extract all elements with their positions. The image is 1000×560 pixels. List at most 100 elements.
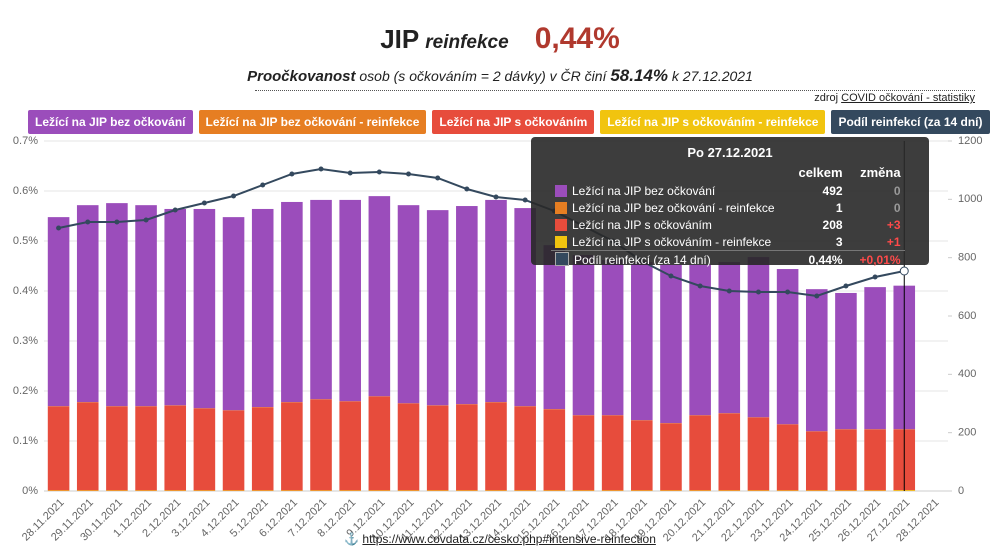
line-point: [899, 266, 909, 276]
line-point: [289, 171, 295, 177]
y-tick-label: 0.4%: [13, 285, 38, 297]
tooltip-total: 1: [835, 200, 843, 215]
bar: [193, 408, 216, 491]
bar: [864, 287, 886, 430]
line-point: [143, 217, 149, 223]
header: JIP reinfekce 0,44%: [0, 22, 1000, 56]
bar: [864, 429, 886, 491]
y2-tick-label: 600: [958, 310, 976, 322]
line-point: [697, 283, 703, 289]
legend-item[interactable]: Ležící na JIP s očkováním - reinfekce: [600, 110, 826, 134]
y2-tick-label: 0: [958, 485, 964, 497]
bar: [106, 203, 128, 407]
tooltip: Po 27.12.2021 celkem změna Ležící na JIP …: [531, 137, 929, 267]
bar: [514, 406, 536, 491]
bar: [572, 490, 595, 491]
bar: [281, 201, 303, 403]
bar: [835, 490, 857, 491]
tooltip-header: celkem: [798, 165, 843, 180]
bar: [485, 199, 507, 403]
bar: [164, 208, 187, 406]
line-point: [114, 219, 120, 225]
bar: [106, 406, 128, 491]
bar: [572, 255, 595, 416]
bar: [76, 490, 99, 491]
bar: [456, 490, 478, 491]
divider: [255, 90, 975, 91]
tooltip-change: +3: [886, 217, 901, 232]
y2-tick-label: 800: [958, 252, 976, 264]
tooltip-label: Ležící na JIP s očkováním: [572, 217, 712, 232]
bar: [805, 490, 828, 491]
bar: [164, 490, 187, 491]
y2-tick-label: 200: [958, 427, 976, 439]
bar: [572, 415, 595, 491]
bar: [222, 410, 245, 491]
bar: [485, 490, 507, 491]
bar: [718, 490, 741, 491]
bar: [689, 490, 711, 491]
y-tick-label: 0.7%: [13, 135, 38, 147]
bar: [106, 490, 128, 491]
y-tick-label: 0.3%: [13, 335, 38, 347]
bar: [776, 424, 799, 491]
bar: [718, 262, 741, 414]
footer-link[interactable]: https://www.covdata.cz/cesko.php#intensi…: [362, 532, 656, 546]
tooltip-label: Ležící na JIP bez očkování - reinfekce: [572, 200, 775, 215]
bar: [339, 490, 361, 491]
y2-tick-label: 1000: [958, 193, 982, 205]
bar: [135, 406, 157, 491]
tooltip-change: 0: [893, 200, 901, 215]
line-point: [668, 273, 674, 279]
bar: [222, 490, 245, 491]
bar: [543, 245, 566, 410]
bar: [164, 405, 187, 491]
legend-item[interactable]: Podíl reinfekcí (za 14 dní): [831, 110, 990, 134]
bar: [514, 490, 536, 491]
source-link[interactable]: COVID očkování - statistiky: [841, 92, 975, 104]
title: JIP: [380, 24, 420, 54]
bar: [805, 431, 828, 491]
legend-item[interactable]: Ležící na JIP s očkováním: [432, 110, 595, 134]
subtitle-mid: osob (s očkováním = 2 dávky) v ČR činí: [359, 68, 607, 84]
legend-item[interactable]: Ležící na JIP bez očkování - reinfekce: [198, 110, 427, 134]
bar: [251, 208, 274, 407]
bar: [835, 429, 857, 491]
line-point: [406, 171, 412, 177]
bar: [397, 205, 420, 404]
bar: [601, 260, 624, 416]
bar: [397, 403, 420, 491]
bar: [281, 490, 303, 491]
tooltip-title: Po 27.12.2021: [687, 145, 773, 160]
headline-value: 0,44%: [534, 22, 620, 55]
line-point: [85, 219, 91, 225]
title-em: reinfekce: [425, 32, 509, 53]
line-point: [814, 293, 820, 299]
bar: [864, 490, 886, 491]
bar: [601, 415, 624, 491]
line-point: [56, 225, 62, 231]
bar: [660, 264, 682, 424]
bar: [47, 406, 70, 491]
line-point: [522, 197, 528, 203]
tooltip-change: +0,01%: [859, 252, 901, 267]
bar: [47, 490, 70, 491]
bar: [193, 208, 216, 409]
bar: [339, 199, 361, 402]
bar: [368, 196, 391, 397]
tooltip-header: změna: [860, 165, 901, 180]
line-point: [755, 289, 761, 295]
y-tick-label: 0.5%: [13, 235, 38, 247]
line-point: [172, 207, 178, 213]
line-point: [260, 182, 266, 188]
line-point: [201, 200, 207, 206]
line-point: [726, 288, 732, 294]
bar: [368, 490, 391, 491]
bar: [281, 402, 303, 491]
legend-item[interactable]: Ležící na JIP bez očkování: [28, 110, 193, 134]
bar: [689, 264, 711, 416]
bar: [456, 404, 478, 491]
bar: [76, 205, 99, 403]
bar: [718, 413, 741, 491]
